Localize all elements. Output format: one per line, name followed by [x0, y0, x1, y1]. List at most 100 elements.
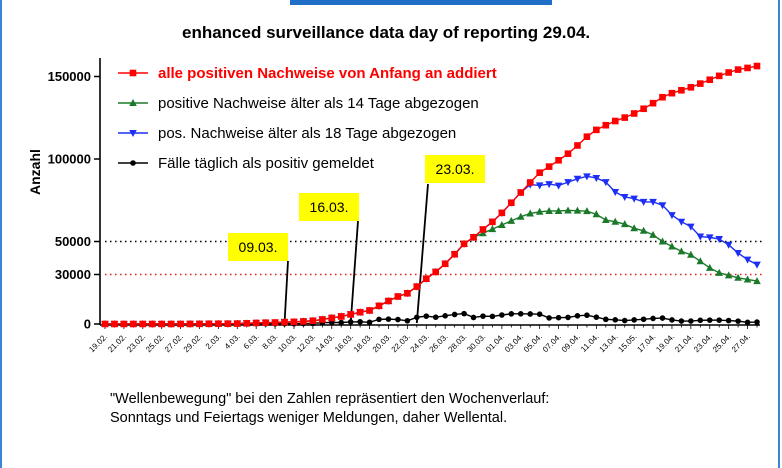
- x-tick-label: 11.04.: [579, 332, 601, 354]
- data-point: [687, 83, 695, 91]
- callout-pointer-line: [349, 220, 359, 324]
- x-tick-label: 22.03.: [390, 332, 412, 354]
- x-tick-label: 30.03.: [465, 332, 487, 354]
- data-point: [574, 312, 581, 319]
- x-tick-label: 25.02.: [144, 332, 166, 354]
- data-point: [669, 317, 675, 323]
- y-tick-label: 50000: [55, 234, 91, 249]
- data-point: [687, 250, 695, 258]
- callout-pointer-line: [415, 183, 429, 324]
- chart-title: enhanced surveillance data day of report…: [182, 23, 590, 42]
- data-point: [395, 316, 401, 323]
- data-point: [290, 318, 298, 326]
- date-callout: 09.03.: [228, 233, 288, 261]
- x-tick-label: 27.04.: [730, 332, 752, 354]
- data-point: [602, 216, 610, 224]
- x-tick-label: 09.04.: [560, 332, 582, 354]
- data-point: [451, 311, 458, 318]
- data-point: [224, 320, 232, 327]
- data-point: [508, 199, 515, 206]
- x-tick-label: 10.03.: [276, 332, 298, 354]
- callout-box: [228, 233, 288, 261]
- legend-item: Fälle täglich als positiv gemeldet: [118, 155, 375, 172]
- data-point: [565, 314, 571, 321]
- data-point: [480, 313, 486, 319]
- series-line: [105, 312, 758, 325]
- data-point: [167, 320, 175, 328]
- data-point: [215, 320, 222, 328]
- data-point: [592, 174, 601, 182]
- data-point: [470, 233, 477, 241]
- x-tick-label: 20.03.: [371, 332, 393, 354]
- data-point: [603, 316, 609, 323]
- data-point: [677, 247, 686, 255]
- data-point: [526, 209, 535, 217]
- legend-item: alle positiven Nachweise von Anfang an a…: [118, 65, 497, 82]
- data-point: [271, 319, 279, 326]
- data-point: [630, 195, 638, 203]
- data-point: [697, 80, 704, 87]
- x-tick-label: 03.04.: [503, 332, 525, 354]
- data-point: [545, 181, 553, 189]
- data-point: [754, 319, 760, 325]
- data-point: [536, 169, 543, 176]
- data-point: [451, 250, 458, 258]
- data-point: [479, 226, 487, 233]
- x-tick-label: 13.04.: [598, 332, 620, 354]
- data-point: [535, 207, 544, 215]
- data-point: [527, 311, 534, 317]
- data-point: [611, 117, 619, 125]
- data-point: [555, 314, 562, 321]
- data-point: [697, 317, 704, 324]
- data-point: [753, 261, 761, 269]
- data-point: [630, 110, 638, 117]
- data-point: [517, 311, 524, 317]
- data-point: [602, 121, 610, 129]
- footnote-line-1: "Wellenbewegung" bei den Zahlen repräsen…: [110, 391, 550, 407]
- callout-pointer-lines: [283, 183, 429, 324]
- data-point: [630, 224, 638, 232]
- legend-label: alle positiven Nachweise von Anfang an a…: [158, 65, 497, 82]
- data-point: [385, 316, 392, 322]
- data-point: [574, 142, 581, 149]
- series-square: [101, 62, 761, 328]
- x-tick-label: 29.02.: [182, 332, 204, 354]
- y-axis: 0 30000 50000 100000 150000: [48, 58, 101, 332]
- data-point: [564, 206, 572, 214]
- data-point: [337, 313, 345, 320]
- data-point: [357, 318, 363, 325]
- data-point: [592, 210, 601, 218]
- data-point: [649, 230, 657, 238]
- data-point: [148, 320, 156, 328]
- callout-label: 09.03.: [239, 239, 278, 255]
- data-point: [611, 189, 620, 196]
- data-point: [621, 317, 628, 324]
- x-tick-label: 27.02.: [163, 332, 185, 354]
- data-point: [744, 319, 751, 326]
- data-point: [460, 240, 468, 248]
- x-tick-label: 25.04.: [711, 332, 733, 354]
- series-triangle-down: [101, 173, 761, 328]
- data-point: [517, 189, 525, 196]
- data-point: [243, 320, 251, 327]
- x-tick-label: 23.04.: [692, 332, 714, 354]
- footnote-line-2: Sonntags und Feiertags weniger Meldungen…: [110, 410, 508, 426]
- data-point: [432, 314, 439, 321]
- legend-label: positive Nachweise älter als 14 Tage abg…: [158, 95, 479, 112]
- data-point: [668, 212, 676, 220]
- callout-box: [299, 193, 359, 221]
- data-point: [677, 218, 686, 226]
- data-point: [705, 234, 714, 242]
- data-point: [706, 76, 714, 84]
- x-tick-label: 26.03.: [427, 332, 449, 354]
- data-point: [394, 293, 402, 300]
- data-point: [631, 317, 637, 323]
- data-point: [593, 314, 600, 320]
- data-point: [262, 319, 269, 326]
- data-point: [640, 316, 647, 323]
- callout-pointer-line: [283, 260, 289, 324]
- x-tick-label: 19.02.: [87, 332, 109, 354]
- date-callout: 16.03.: [299, 193, 359, 221]
- x-tick-label: 14.03.: [314, 332, 336, 354]
- x-tick-label: 6.03.: [242, 332, 261, 351]
